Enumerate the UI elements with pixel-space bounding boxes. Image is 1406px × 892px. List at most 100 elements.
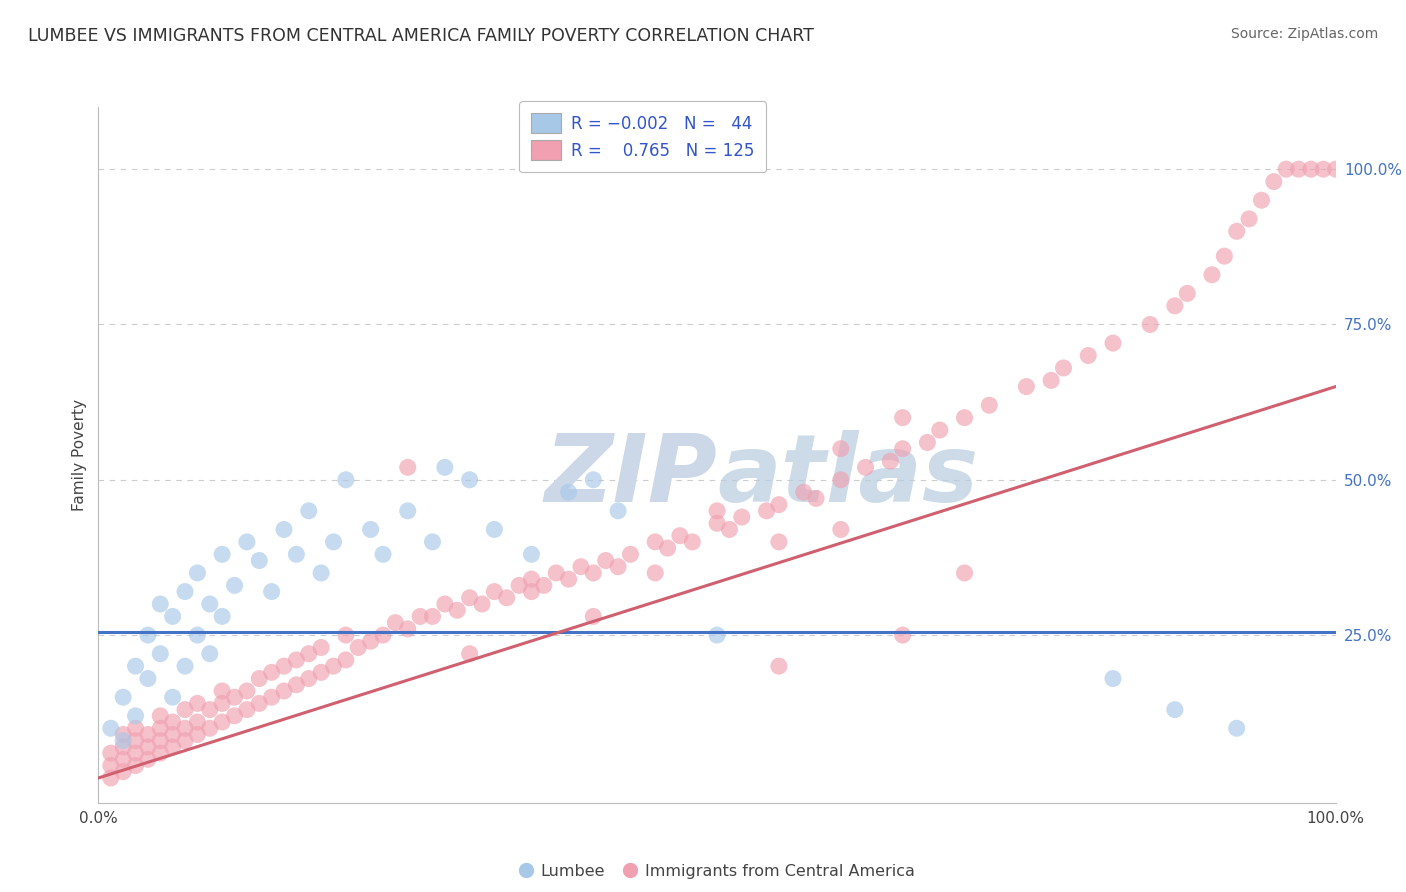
Point xyxy=(186,697,208,711)
Point xyxy=(124,746,146,760)
Point xyxy=(100,758,122,772)
Point xyxy=(755,504,778,518)
Point xyxy=(260,584,283,599)
Point xyxy=(928,423,950,437)
Point xyxy=(520,572,543,586)
Point xyxy=(484,584,506,599)
Point xyxy=(433,597,456,611)
Text: Source: ZipAtlas.com: Source: ZipAtlas.com xyxy=(1230,27,1378,41)
Point xyxy=(569,559,592,574)
Point xyxy=(100,771,122,785)
Point xyxy=(360,634,382,648)
Point xyxy=(669,529,692,543)
Point xyxy=(446,603,468,617)
Point xyxy=(309,665,332,680)
Point xyxy=(174,733,197,747)
Point xyxy=(335,653,357,667)
Point xyxy=(198,597,221,611)
Point xyxy=(124,659,146,673)
Point xyxy=(186,727,208,741)
Point xyxy=(174,703,197,717)
Point xyxy=(124,758,146,772)
Point xyxy=(830,523,852,537)
Point xyxy=(273,659,295,673)
Point xyxy=(347,640,370,655)
Point xyxy=(681,534,703,549)
Point xyxy=(619,547,641,561)
Point xyxy=(1288,162,1310,177)
Point xyxy=(520,547,543,561)
Point xyxy=(706,504,728,518)
Point xyxy=(136,752,159,766)
Point xyxy=(607,559,630,574)
Point xyxy=(149,721,172,735)
Point xyxy=(582,566,605,580)
Point xyxy=(1226,224,1249,238)
Point xyxy=(198,721,221,735)
Point xyxy=(979,398,1001,412)
Point xyxy=(458,647,481,661)
Point xyxy=(162,727,184,741)
Point xyxy=(731,510,754,524)
Point xyxy=(595,553,617,567)
Point xyxy=(1102,336,1125,351)
Point xyxy=(247,697,270,711)
Point xyxy=(136,739,159,754)
Point xyxy=(607,504,630,518)
Point xyxy=(953,410,976,425)
Text: LUMBEE VS IMMIGRANTS FROM CENTRAL AMERICA FAMILY POVERTY CORRELATION CHART: LUMBEE VS IMMIGRANTS FROM CENTRAL AMERIC… xyxy=(28,27,814,45)
Point xyxy=(422,534,444,549)
Point xyxy=(247,553,270,567)
Point xyxy=(1226,721,1249,735)
Point xyxy=(124,708,146,723)
Point xyxy=(285,653,308,667)
Point xyxy=(112,739,135,754)
Point xyxy=(371,547,394,561)
Point xyxy=(953,566,976,580)
Point xyxy=(211,684,233,698)
Point xyxy=(322,534,344,549)
Point xyxy=(917,435,939,450)
Point xyxy=(804,491,827,506)
Point xyxy=(149,746,172,760)
Point xyxy=(458,591,481,605)
Point xyxy=(273,684,295,698)
Y-axis label: Family Poverty: Family Poverty xyxy=(72,399,87,511)
Text: atlas: atlas xyxy=(717,430,979,522)
Point xyxy=(136,727,159,741)
Point xyxy=(335,473,357,487)
Point xyxy=(1139,318,1161,332)
Point xyxy=(198,647,221,661)
Point xyxy=(174,659,197,673)
Point xyxy=(1164,299,1187,313)
Point xyxy=(162,609,184,624)
Point xyxy=(322,659,344,673)
Point xyxy=(298,647,321,661)
Point xyxy=(422,609,444,624)
Point xyxy=(211,714,233,729)
Point xyxy=(162,739,184,754)
Point xyxy=(546,566,568,580)
Point xyxy=(371,628,394,642)
Point xyxy=(186,714,208,729)
Point xyxy=(1324,162,1347,177)
Point xyxy=(100,721,122,735)
Point xyxy=(644,566,666,580)
Point xyxy=(149,733,172,747)
Point xyxy=(224,708,246,723)
Point xyxy=(495,591,517,605)
Point xyxy=(582,609,605,624)
Point xyxy=(149,597,172,611)
Point xyxy=(360,523,382,537)
Point xyxy=(1263,175,1285,189)
Point xyxy=(112,764,135,779)
Point xyxy=(508,578,530,592)
Point xyxy=(211,697,233,711)
Point xyxy=(1102,672,1125,686)
Point xyxy=(186,628,208,642)
Point xyxy=(124,733,146,747)
Point xyxy=(198,703,221,717)
Point xyxy=(1312,162,1334,177)
Point xyxy=(1213,249,1236,263)
Point xyxy=(124,721,146,735)
